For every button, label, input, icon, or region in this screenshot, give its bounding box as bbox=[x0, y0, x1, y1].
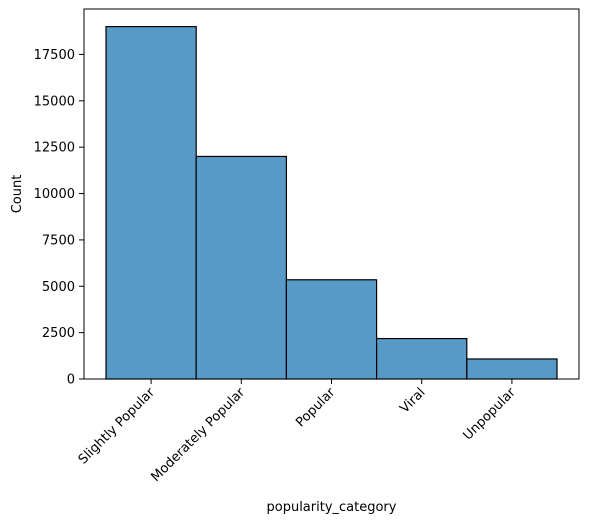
y-tick-label: 17500 bbox=[34, 48, 75, 63]
x-tick-label-moderately-popular: Moderately Popular bbox=[148, 385, 248, 485]
x-tick-label-popular: Popular bbox=[293, 385, 339, 431]
y-tick-label: 10000 bbox=[34, 187, 75, 202]
y-tick-label: 7500 bbox=[42, 233, 75, 248]
x-tick-label-unpopular: Unpopular bbox=[460, 385, 519, 444]
bar-unpopular bbox=[466, 358, 558, 380]
x-tick-label-viral: Viral bbox=[397, 385, 428, 416]
x-axis-label: popularity_category bbox=[267, 500, 397, 515]
y-tick-label: 2500 bbox=[42, 326, 75, 341]
y-tick-label: 15000 bbox=[34, 94, 75, 109]
y-tick-label: 0 bbox=[67, 373, 75, 388]
bar-moderately-popular bbox=[195, 155, 287, 380]
bars-group bbox=[105, 26, 558, 380]
y-axis-label: Count bbox=[10, 175, 25, 214]
x-tick-label-slightly-popular: Slightly Popular bbox=[76, 385, 159, 468]
bar-slightly-popular bbox=[105, 26, 197, 380]
bar-viral bbox=[376, 337, 468, 380]
bar-popular bbox=[285, 279, 378, 380]
y-axis: 0 2500 5000 7500 10000 12500 15000 17500 bbox=[34, 48, 84, 388]
y-tick-label: 5000 bbox=[42, 280, 75, 295]
y-tick-label: 12500 bbox=[34, 141, 75, 156]
